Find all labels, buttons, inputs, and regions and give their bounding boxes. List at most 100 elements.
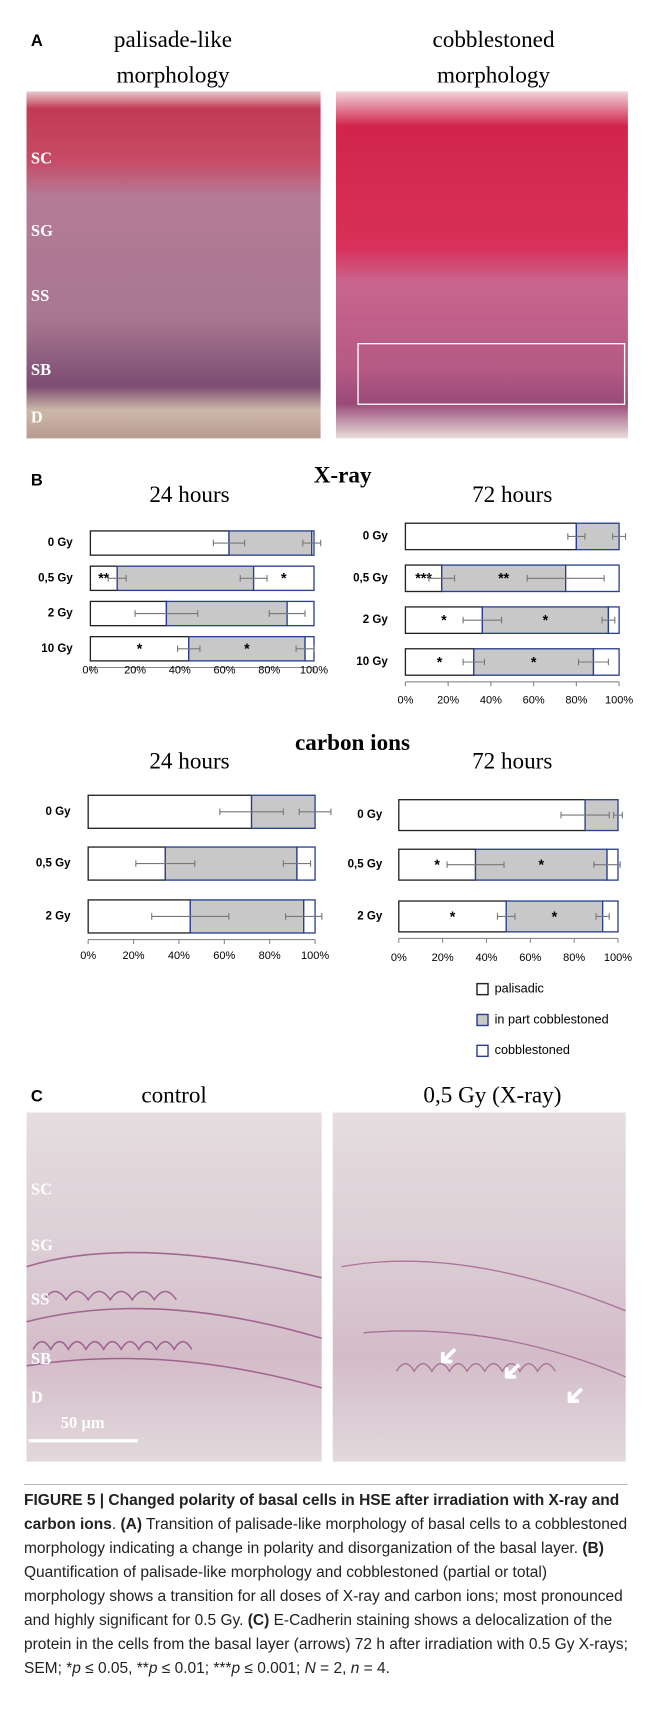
image-title: morphology [116, 62, 229, 88]
histology-image [336, 91, 628, 438]
layer-label: SB [31, 360, 51, 379]
figure: A palisade-like morphology cobblestoned … [0, 0, 650, 1476]
x-tick-label: 80% [258, 665, 280, 677]
category-label: 0,5 Gy [36, 858, 71, 870]
x-tick-label: 0% [80, 950, 96, 962]
x-tick-label: 60% [213, 950, 235, 962]
category-label: 2 Gy [48, 608, 74, 620]
significance-marker: * [441, 613, 447, 629]
layer-label: D [31, 407, 43, 426]
x-tick-label: 100% [300, 665, 328, 677]
x-tick-label: 20% [432, 952, 454, 964]
layer-label: SG [31, 221, 53, 240]
bar-segment [405, 523, 576, 549]
x-tick-label: 100% [605, 694, 633, 706]
x-tick-label: 100% [301, 950, 329, 962]
bar-segment [399, 800, 585, 831]
legend-label: in part cobblestoned [495, 1012, 609, 1026]
group-title: X-ray [314, 462, 372, 488]
group-title: carbon ions [295, 730, 410, 756]
x-tick-label: 60% [523, 694, 545, 706]
significance-marker: * [437, 655, 443, 671]
significance-marker: * [552, 909, 558, 925]
image-title: palisade-like [114, 27, 232, 53]
image-title: cobblestoned [433, 27, 555, 53]
chart-title: 72 hours [472, 482, 552, 508]
chart-title: 24 hours [149, 749, 229, 775]
image-title: control [141, 1082, 207, 1108]
layer-label: D [31, 1388, 43, 1407]
panel-label: A [31, 31, 43, 50]
x-tick-label: 40% [169, 665, 191, 677]
category-label: 0 Gy [357, 809, 383, 821]
caption-text: ≤ 0.05, ** [81, 1660, 149, 1677]
category-label: 0 Gy [363, 530, 389, 542]
caption-text: p [72, 1660, 81, 1677]
caption-text: ≤ 0.01; *** [157, 1660, 231, 1677]
significance-marker: * [531, 655, 537, 671]
layer-label: SS [31, 1290, 49, 1309]
significance-marker: * [538, 858, 544, 874]
panel-c: C control 0,5 Gy (X-ray) 50 µm [26, 1082, 625, 1461]
layer-label: SC [31, 1180, 52, 1199]
caption-text: (B) [582, 1540, 604, 1557]
legend-swatch [477, 984, 488, 995]
chart-title: 72 hours [472, 749, 552, 775]
significance-marker: * [244, 642, 250, 658]
panel-a: A palisade-like morphology cobblestoned … [26, 27, 627, 438]
caption-text: p [231, 1660, 240, 1677]
layer-label: SC [31, 149, 52, 168]
category-label: 2 Gy [363, 614, 389, 626]
category-label: 0 Gy [48, 537, 74, 549]
significance-marker: * [434, 858, 440, 874]
bar-segment [117, 566, 253, 590]
panel-label: C [31, 1086, 43, 1105]
caption-text: (A) [120, 1516, 142, 1533]
x-tick-label: 80% [565, 694, 587, 706]
x-tick-label: 20% [124, 665, 146, 677]
layer-label: SS [31, 286, 49, 305]
category-label: 0,5 Gy [348, 859, 383, 871]
scale-bar-label: 50 µm [61, 1413, 105, 1432]
x-tick-label: 60% [214, 665, 236, 677]
legend-label: cobblestoned [495, 1043, 570, 1057]
caption-text: ≤ 0.001; [240, 1660, 305, 1677]
caption-text: N [305, 1660, 316, 1677]
panel-label: B [31, 471, 43, 490]
chart-title: 24 hours [149, 482, 229, 508]
bar-segment [90, 531, 229, 555]
legend-label: palisadic [495, 981, 544, 995]
x-tick-label: 80% [563, 952, 585, 964]
significance-marker: * [543, 613, 549, 629]
x-tick-label: 20% [123, 950, 145, 962]
x-tick-label: 20% [437, 694, 459, 706]
caption: FIGURE 5 | Changed polarity of basal cel… [24, 1484, 628, 1681]
page: A palisade-like morphology cobblestoned … [0, 0, 650, 1733]
image-title: 0,5 Gy (X-ray) [423, 1082, 561, 1108]
category-label: 10 Gy [41, 643, 73, 655]
category-label: 2 Gy [357, 910, 383, 922]
x-tick-label: 60% [519, 952, 541, 964]
x-tick-label: 40% [480, 694, 502, 706]
x-tick-label: 40% [475, 952, 497, 964]
image-title: morphology [437, 62, 550, 88]
histology-image [333, 1113, 626, 1462]
x-tick-label: 80% [259, 950, 281, 962]
significance-marker: *** [415, 571, 432, 587]
x-tick-label: 0% [391, 952, 407, 964]
significance-marker: * [281, 571, 287, 587]
x-tick-label: 0% [397, 694, 413, 706]
category-label: 0,5 Gy [38, 572, 73, 584]
category-label: 10 Gy [356, 656, 388, 668]
histology-image [26, 1113, 321, 1462]
significance-marker: * [450, 909, 456, 925]
significance-marker: * [137, 642, 143, 658]
significance-marker: ** [498, 571, 510, 587]
histology-image [26, 91, 320, 438]
layer-label: SB [31, 1349, 51, 1368]
x-tick-label: 40% [168, 950, 190, 962]
category-label: 0 Gy [46, 806, 72, 818]
layer-label: SG [31, 1236, 53, 1255]
caption-text: (C) [248, 1612, 270, 1629]
x-tick-label: 100% [604, 952, 632, 964]
